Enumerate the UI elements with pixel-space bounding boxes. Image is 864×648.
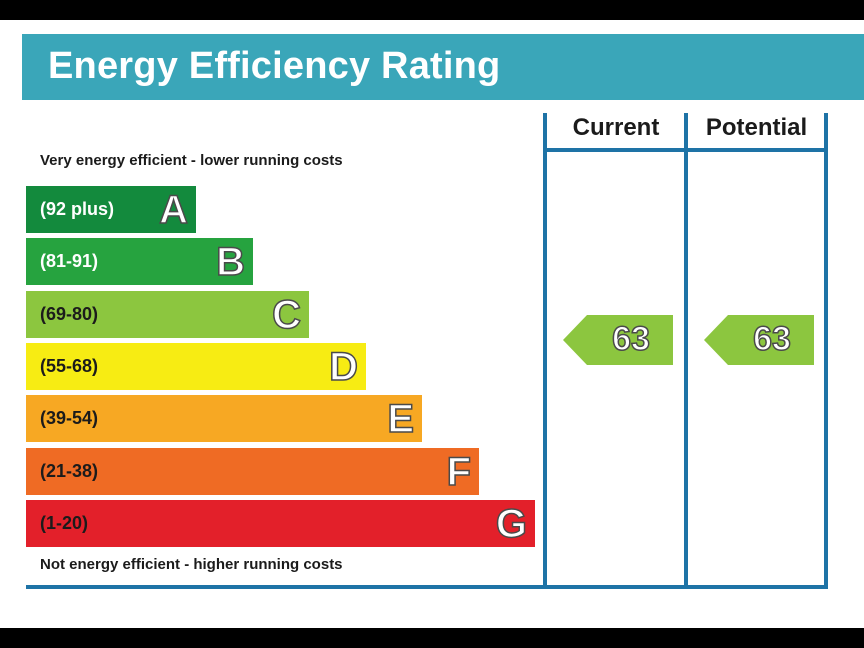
- frame-line-middle: [684, 113, 688, 587]
- band-a-letter: A: [158, 187, 188, 233]
- band-a: (92 plus) A: [26, 186, 196, 233]
- band-f-letter: F: [446, 449, 472, 495]
- band-c-letter: C: [271, 292, 301, 338]
- band-e-letter: E: [387, 396, 415, 442]
- frame-line-right: [824, 113, 828, 587]
- chart-title: Energy Efficiency Rating: [48, 45, 501, 87]
- band-b-range: (81-91): [40, 251, 99, 271]
- band-b-letter: B: [215, 239, 245, 285]
- bottom-caption: Not energy efficient - higher running co…: [40, 556, 343, 573]
- band-c-range: (69-80): [40, 304, 99, 324]
- current-rating-arrow-shape: [563, 315, 673, 365]
- frame-bottom-line: [26, 585, 828, 589]
- frame-line-left: [543, 113, 547, 587]
- potential-rating-arrow: 63: [704, 315, 814, 365]
- header-underline: [543, 148, 828, 152]
- band-g-range: (1-20): [40, 513, 89, 533]
- current-rating-value: 63: [611, 319, 650, 359]
- band-e-range: (39-54): [40, 408, 99, 428]
- potential-rating-arrow-shape: [704, 315, 814, 365]
- band-f: (21-38) F: [26, 448, 479, 495]
- band-g: (1-20) G: [26, 500, 535, 547]
- band-d-range: (55-68): [40, 356, 99, 376]
- potential-column-header: Potential: [705, 114, 808, 141]
- current-column-header: Current: [572, 114, 660, 141]
- current-rating-arrow: 63: [563, 315, 673, 365]
- potential-rating-value: 63: [752, 319, 791, 359]
- title-bar: Energy Efficiency Rating: [22, 34, 864, 100]
- band-d-letter: D: [328, 344, 358, 390]
- band-g-letter: G: [495, 501, 528, 547]
- band-f-range: (21-38): [40, 461, 99, 481]
- band-b: (81-91) B: [26, 238, 253, 285]
- band-c: (69-80) C: [26, 291, 309, 338]
- band-e: (39-54) E: [26, 395, 422, 442]
- band-a-range: (92 plus): [40, 199, 115, 219]
- band-d: (55-68) D: [26, 343, 366, 390]
- top-caption: Very energy efficient - lower running co…: [40, 152, 343, 169]
